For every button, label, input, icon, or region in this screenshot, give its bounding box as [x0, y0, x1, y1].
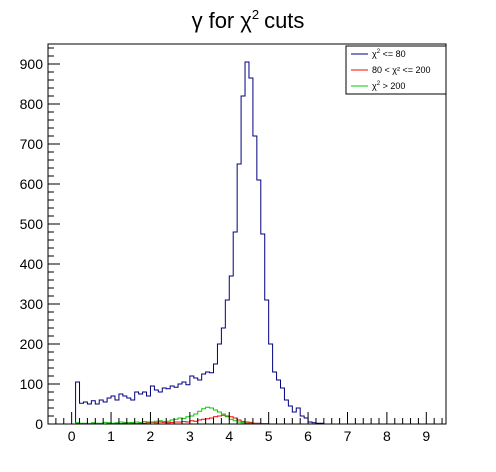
- axis-layer: 0 1 2 3 4 5 6 7 8 9 0 100 200 300 400 500 600 700 800 900: [20, 47, 443, 444]
- x-tick-label: 2: [147, 428, 155, 444]
- y-tick-label: 100: [20, 376, 44, 392]
- title-gamma: γ: [192, 8, 203, 33]
- chart-title: γ for χ2 cuts: [192, 7, 305, 33]
- title-superscript: 2: [252, 7, 259, 22]
- x-tick-label: 9: [422, 428, 430, 444]
- legend-label-series-3: χ2 > 200: [372, 81, 405, 91]
- y-tick-label: 0: [35, 416, 43, 432]
- legend-label-series-1: χ2 <= 80: [372, 49, 406, 59]
- title-chi: χ: [240, 8, 252, 33]
- y-tick-label: 600: [20, 176, 44, 192]
- y-tick-label: 800: [20, 96, 44, 112]
- x-tick-label: 1: [107, 428, 115, 444]
- legend-label-series-2: 80 < χ² <= 200: [372, 65, 431, 75]
- title-cuts: cuts: [264, 8, 304, 33]
- x-tick-label: 0: [68, 428, 76, 444]
- y-tick-label: 300: [20, 296, 44, 312]
- x-tick-label: 7: [344, 428, 352, 444]
- legend: χ2 <= 80 80 < χ² <= 200 χ2 > 200: [345, 45, 447, 95]
- x-tick-label: 3: [186, 428, 194, 444]
- title-for: for: [209, 8, 235, 33]
- plot-frame: [47, 43, 447, 425]
- x-tick-label: 6: [304, 428, 312, 444]
- x-tick-label: 4: [225, 428, 233, 444]
- x-tick-label: 8: [383, 428, 391, 444]
- x-tick-label: 5: [265, 428, 273, 444]
- y-tick-label: 700: [20, 136, 44, 152]
- y-tick-label: 200: [20, 336, 44, 352]
- y-tick-label: 500: [20, 216, 44, 232]
- y-tick-label: 900: [20, 56, 44, 72]
- y-tick-label: 400: [20, 256, 44, 272]
